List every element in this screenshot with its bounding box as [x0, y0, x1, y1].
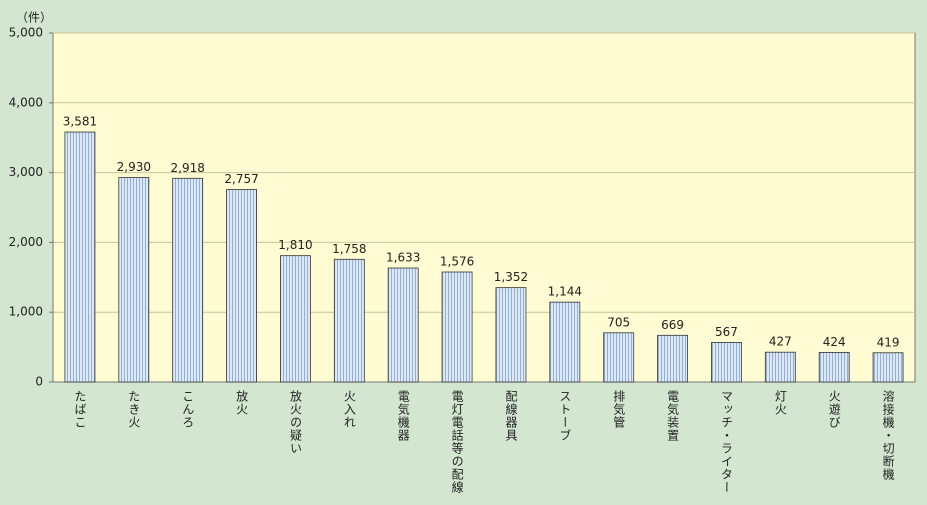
x-tick-label: 電灯電話等の配線 — [450, 390, 464, 494]
y-tick-label: 2,000 — [9, 235, 43, 249]
value-label: 705 — [607, 315, 630, 329]
x-tick-label: 電気装置 — [666, 390, 680, 442]
x-tick-label: 電気機器 — [396, 390, 410, 442]
x-tick-label: 配線器具 — [504, 390, 518, 442]
bar — [333, 258, 365, 383]
x-tick-label: 火遊び — [827, 390, 841, 429]
value-label: 424 — [823, 335, 846, 349]
value-label: 2,757 — [224, 172, 258, 186]
value-label: 3,581 — [63, 115, 97, 129]
x-tick-label: たき火 — [127, 390, 141, 429]
bar — [711, 342, 742, 383]
value-label: 1,758 — [332, 242, 366, 256]
x-tick-label: 灯火 — [773, 390, 787, 416]
x-tick-label: マッチ・ライター — [719, 390, 733, 494]
bar — [818, 352, 850, 383]
bar — [172, 177, 204, 383]
bar — [657, 334, 688, 383]
x-tick-label: たばこ — [73, 390, 87, 429]
bar — [387, 267, 419, 383]
value-label: 1,352 — [494, 270, 528, 284]
x-tick-label: ストーブ — [558, 390, 572, 442]
bar — [872, 352, 904, 383]
value-label: 1,810 — [278, 238, 312, 252]
value-label: 419 — [877, 335, 900, 349]
bar — [549, 301, 581, 383]
y-tick-label: 0 — [35, 375, 43, 389]
bar — [495, 287, 527, 383]
y-axis-label: （件） — [16, 11, 52, 25]
bar — [764, 351, 796, 383]
x-tick-label: 火入れ — [342, 390, 356, 429]
bar — [118, 177, 150, 383]
y-tick-label: 1,000 — [9, 305, 43, 319]
x-tick-label: 放火 — [235, 389, 249, 416]
bar — [280, 255, 311, 383]
value-label: 1,633 — [386, 251, 420, 265]
y-tick-label: 3,000 — [9, 165, 43, 179]
value-label: 2,930 — [117, 160, 151, 174]
value-label: 669 — [661, 318, 684, 332]
y-tick-label: 5,000 — [9, 26, 43, 40]
value-label: 1,144 — [548, 285, 582, 299]
value-label: 2,918 — [171, 161, 205, 175]
x-tick-label: 放火の疑い — [288, 389, 302, 455]
bar — [64, 131, 96, 383]
value-label: 427 — [769, 335, 792, 349]
y-tick-label: 4,000 — [9, 95, 43, 109]
x-tick-label: こんろ — [181, 390, 195, 429]
x-tick-label: 溶接機・切断機 — [881, 389, 895, 481]
bar — [226, 189, 257, 383]
value-label: 1,576 — [440, 254, 474, 268]
value-label: 567 — [715, 325, 738, 339]
bar — [603, 332, 635, 383]
x-tick-label: 排気管 — [612, 390, 626, 429]
bar — [441, 271, 473, 383]
